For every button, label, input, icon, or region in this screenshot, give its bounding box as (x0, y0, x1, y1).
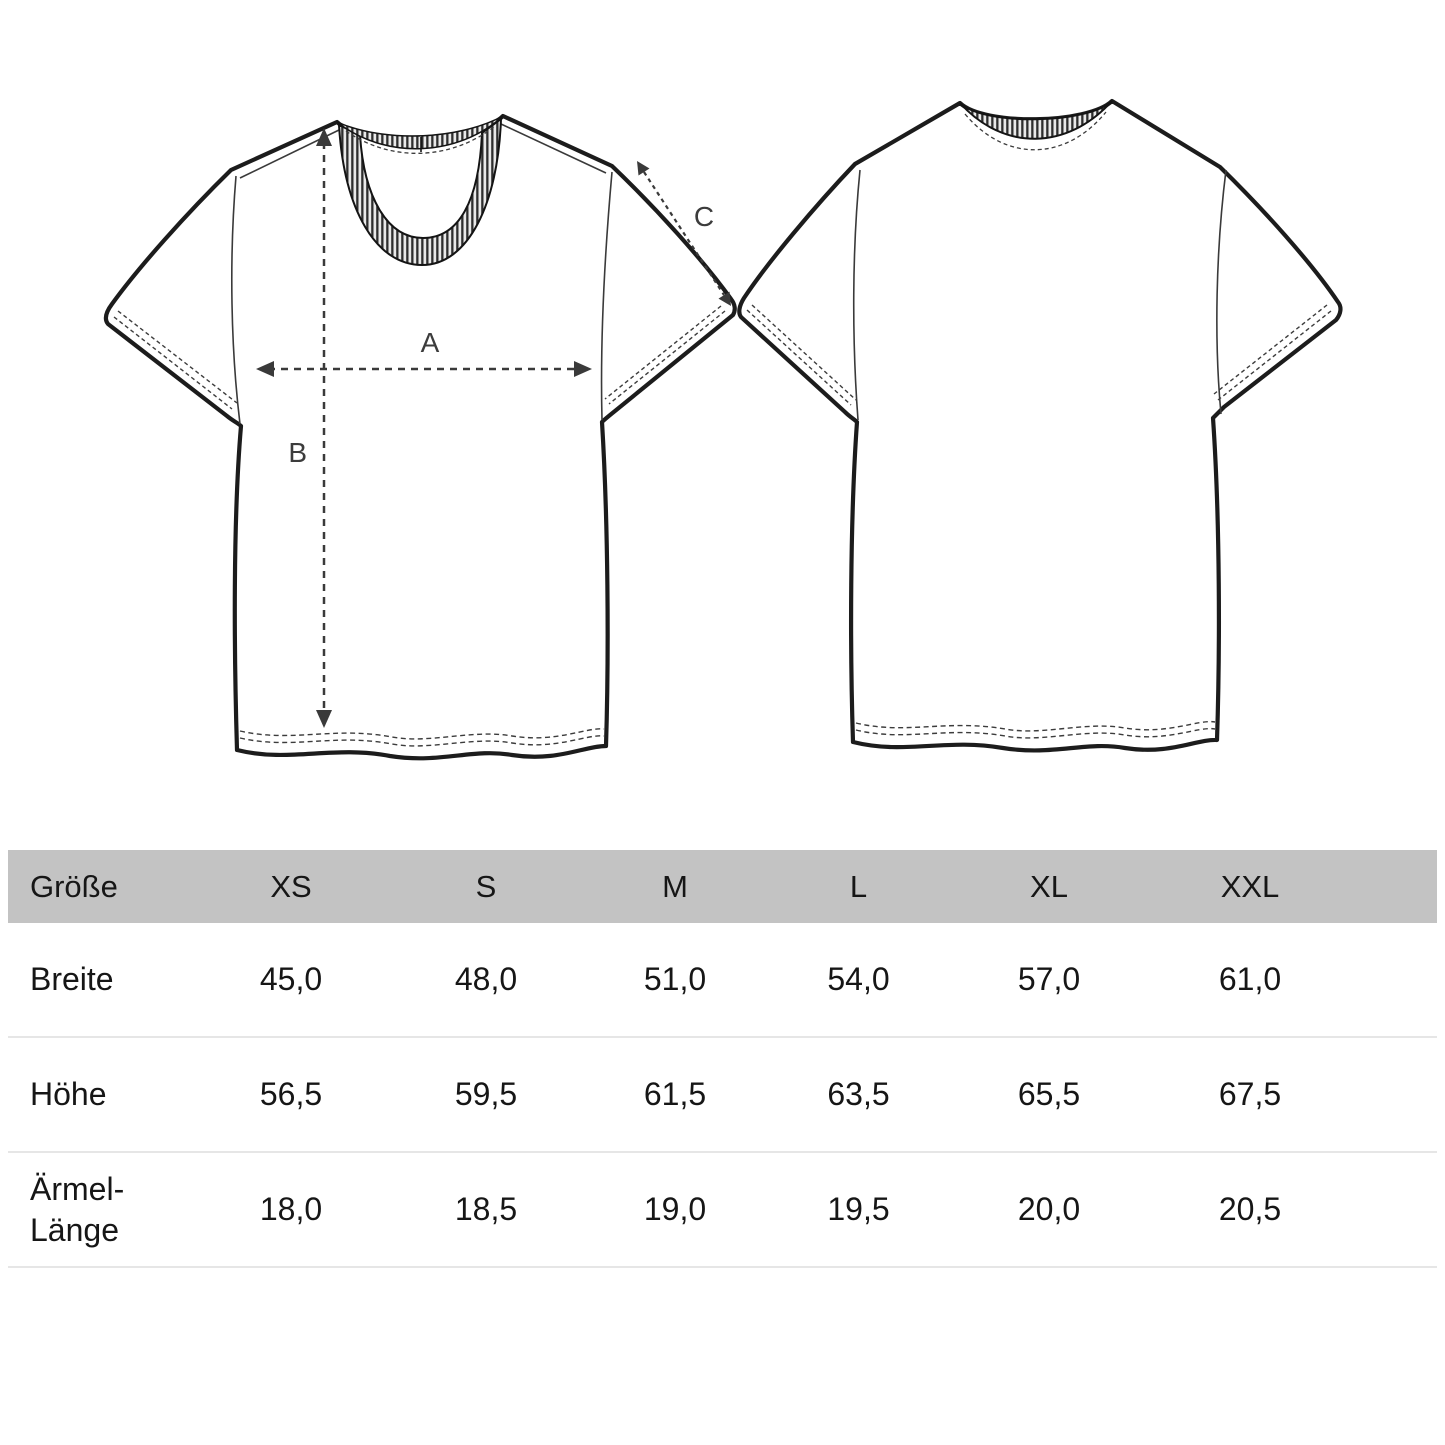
size-table-header-row: Größe XS S M L XL XXL (8, 850, 1437, 923)
front-collar-ribbing (337, 116, 503, 267)
height-arrow-b: B (288, 128, 332, 728)
tshirt-measurement-diagram: A B C (103, 98, 1343, 761)
front-cuff-stitch-left (113, 310, 238, 410)
front-hem-stitch (239, 728, 605, 747)
arrowhead-up-left (637, 161, 650, 176)
table-row-aermellaenge: Ärmel- Länge 18,0 18,5 19,0 19,5 20,0 20… (8, 1153, 1437, 1268)
header-size-xl: XL (1030, 868, 1068, 904)
arrowhead-down-right (718, 291, 731, 306)
size-table: Größe XS S M L XL XXL Breite 45,0 48,0 5… (8, 850, 1437, 1268)
header-size-m: M (662, 868, 688, 904)
width-arrow-a: A (256, 327, 592, 377)
front-cuff-stitch-right (604, 305, 726, 405)
breite-m: 51,0 (643, 961, 707, 997)
hoehe-xl: 65,5 (1017, 1076, 1081, 1112)
row-label-aermellaenge: Ärmel- Länge (30, 1170, 125, 1248)
back-shirt-drawing (737, 98, 1343, 753)
arrowhead-right (574, 361, 592, 377)
hoehe-s: 59,5 (454, 1076, 518, 1112)
front-shoulder-stitch-right (500, 123, 607, 174)
hoehe-xs: 56,5 (259, 1076, 323, 1112)
aermel-xs: 18,0 (259, 1191, 323, 1227)
hoehe-m: 61,5 (643, 1076, 707, 1112)
hoehe-l: 63,5 (827, 1076, 890, 1112)
header-size-xxl: XXL (1220, 868, 1280, 904)
back-armhole-seam-right (1216, 169, 1227, 415)
table-row-hoehe: Höhe 56,5 59,5 61,5 63,5 65,5 67,5 (8, 1038, 1437, 1153)
back-cuff-stitch-right (1213, 304, 1332, 401)
header-size-s: S (475, 868, 497, 904)
row-label-breite: Breite (30, 961, 114, 997)
front-armhole-seam-right (600, 171, 613, 421)
header-size-xs: XS (270, 868, 312, 904)
aermel-l: 19,5 (827, 1191, 890, 1227)
aermel-xl: 20,0 (1017, 1191, 1081, 1227)
breite-xxl: 61,0 (1218, 961, 1282, 997)
breite-s: 48,0 (454, 961, 518, 997)
back-armhole-seam-left (852, 169, 861, 421)
arrowhead-up (316, 128, 332, 146)
aermel-m: 19,0 (643, 1191, 707, 1227)
row-label-hoehe: Höhe (30, 1076, 107, 1112)
breite-l: 54,0 (827, 961, 890, 997)
table-row-breite: Breite 45,0 48,0 51,0 54,0 57,0 61,0 (8, 923, 1437, 1038)
hoehe-xxl: 67,5 (1218, 1076, 1282, 1112)
measurement-arrows: A B C (256, 128, 731, 728)
breite-xl: 57,0 (1017, 961, 1081, 997)
tshirt-diagram-svg: A B C (103, 98, 1343, 761)
sleeve-arrow-c: C (637, 161, 731, 306)
breite-xs: 45,0 (259, 961, 323, 997)
front-collar-stitch-dashed (345, 125, 496, 154)
measure-label-b: B (288, 437, 307, 468)
back-collar-stitch-dashed (964, 111, 1107, 151)
header-size-label: Größe (30, 868, 118, 904)
arrowhead-down (316, 710, 332, 728)
front-collar-band (336, 115, 504, 150)
header-size-l: L (849, 868, 868, 904)
back-body-outline (737, 98, 1343, 753)
front-armhole-seam-left (231, 175, 241, 425)
aermel-xxl: 20,5 (1218, 1191, 1282, 1227)
back-collar-band (959, 100, 1113, 140)
aermel-s: 18,5 (454, 1191, 518, 1227)
back-cuff-stitch-left (746, 304, 857, 406)
arrowhead-left (256, 361, 274, 377)
front-shirt-drawing (103, 113, 737, 761)
back-hem-stitch (855, 720, 1216, 739)
measure-label-c: C (694, 201, 714, 232)
measure-label-a: A (421, 327, 440, 358)
front-body-outline (103, 113, 737, 761)
